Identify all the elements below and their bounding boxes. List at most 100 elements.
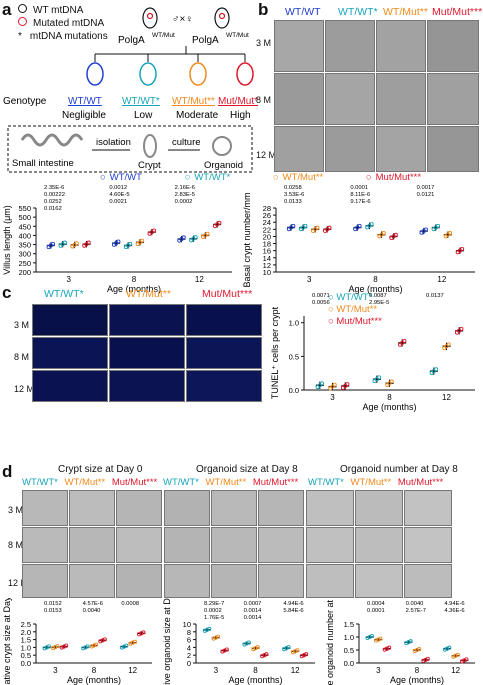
y-axis-label: Relative crypt size at Day 0 xyxy=(2,598,12,685)
y-tick-label: 0.5 xyxy=(344,646,354,655)
b-row-3m: 3 M xyxy=(256,38,272,48)
data-point xyxy=(301,653,307,658)
brightfield-image xyxy=(69,564,115,598)
load-moderate: Moderate xyxy=(176,110,219,121)
data-point xyxy=(119,645,124,650)
data-point xyxy=(61,644,66,649)
data-point xyxy=(433,367,439,372)
micrograph xyxy=(376,126,426,172)
data-point xyxy=(202,628,207,633)
data-point xyxy=(290,650,296,655)
workflow-box xyxy=(7,125,253,173)
x-tick-label: 3 xyxy=(214,666,219,675)
fluorescence-image xyxy=(32,304,108,336)
crypt-size-chart: 0.00.51.01.52.02.5 Relative crypt size at… xyxy=(2,598,152,685)
data-point xyxy=(406,640,411,645)
fluorescence-image xyxy=(109,370,185,402)
y-tick-label: 20 xyxy=(263,232,271,241)
data-point xyxy=(128,641,133,646)
data-point xyxy=(253,646,258,651)
brightfield-image xyxy=(404,527,452,563)
y-tick-label: 12 xyxy=(263,261,271,270)
data-point xyxy=(62,240,67,245)
c-legend-mutmut: Mut/Mut*** xyxy=(336,316,382,327)
data-point xyxy=(74,241,79,246)
x-tick-label: 8 xyxy=(132,275,137,284)
data-point xyxy=(425,656,430,661)
d-title-organoid-number: Organoid number at Day 8 xyxy=(340,464,458,475)
mutated-circle-icon xyxy=(18,17,27,26)
brightfield-image xyxy=(258,564,304,598)
x-tick-label: 12 xyxy=(437,275,446,284)
workflow-step-crypt: Crypt xyxy=(138,160,161,171)
data-point xyxy=(304,652,309,657)
data-point xyxy=(255,645,260,650)
circle-icon xyxy=(18,4,27,13)
x-axis-label: Age (months) xyxy=(107,284,161,294)
c-legend-wtwt-star: WT/WT* xyxy=(336,292,373,303)
p-value-label: 0.0087 xyxy=(369,293,387,299)
data-point xyxy=(207,626,212,631)
p-value-label: 0.0056 xyxy=(312,300,330,306)
y-tick-label: 2.0 xyxy=(21,628,31,637)
brightfield-image xyxy=(211,564,257,598)
data-point xyxy=(42,646,47,651)
y-tick-label: 6 xyxy=(187,636,191,645)
data-point xyxy=(55,644,60,649)
data-point xyxy=(327,225,332,230)
p-value-label: 8.29E-7 xyxy=(204,601,224,607)
p-value-label: 0.0002 xyxy=(175,199,193,205)
legend-mutated-mtdna: Mutated mtDNA xyxy=(18,17,108,30)
d-row-8m: 8 M xyxy=(8,540,24,550)
d-image-grid xyxy=(22,490,483,598)
p-value-label: 0.0002 xyxy=(204,608,222,614)
b-header-wtmut: WT/Mut** xyxy=(383,6,428,18)
data-point xyxy=(151,228,157,233)
crypt-drawing xyxy=(143,134,157,158)
data-point xyxy=(64,643,69,648)
data-point xyxy=(59,645,64,650)
data-point xyxy=(51,646,56,651)
p-value-label: 0.0152 xyxy=(44,601,62,607)
data-point xyxy=(50,241,56,246)
brightfield-image xyxy=(69,490,115,526)
p-value-label: 2.57E-7 xyxy=(406,608,426,614)
micrograph xyxy=(274,20,324,72)
workflow-arrow-culture: culture xyxy=(172,137,201,148)
data-point xyxy=(460,659,465,664)
y-tick-label: 14 xyxy=(263,254,271,263)
p-value-label: 8.11E-6 xyxy=(350,192,370,198)
data-point xyxy=(423,227,428,232)
y-tick-label: 18 xyxy=(263,240,271,249)
data-point xyxy=(381,231,386,236)
c-header-wtwt-star: WT/WT* xyxy=(44,288,84,300)
data-point xyxy=(102,637,107,642)
y-tick-label: 2.5 xyxy=(21,620,31,629)
x-axis-label: Age (months) xyxy=(228,675,282,685)
parent-right: PolgA xyxy=(192,35,219,46)
b-micrograph-grid xyxy=(274,20,483,172)
genotype-wtwt-star: WT/WT* xyxy=(122,96,160,107)
data-point xyxy=(137,632,142,637)
brightfield-image xyxy=(211,490,257,526)
organoid-number-chart: 0.0 0.5 1.0 1.5 Relative organoid number at … xyxy=(325,598,475,685)
y-tick-label: 0.5 xyxy=(289,352,299,361)
micrograph xyxy=(427,20,479,72)
data-point xyxy=(251,647,256,652)
x-tick-label: 12 xyxy=(128,666,137,675)
fluorescence-image xyxy=(109,337,185,369)
data-point xyxy=(295,648,300,653)
y-tick-label: 16 xyxy=(263,247,271,256)
data-point xyxy=(284,646,289,651)
data-point xyxy=(417,646,422,652)
brightfield-image xyxy=(22,527,68,563)
p-value-label: 0.0012 xyxy=(109,185,127,191)
p-value-label: 5.84E-6 xyxy=(283,608,303,614)
data-point xyxy=(389,379,394,384)
data-point xyxy=(224,647,229,652)
brightfield-image xyxy=(211,527,257,563)
organoid-drawing xyxy=(212,136,232,156)
data-point xyxy=(369,633,374,639)
c-row-3m: 3 M xyxy=(14,320,30,330)
